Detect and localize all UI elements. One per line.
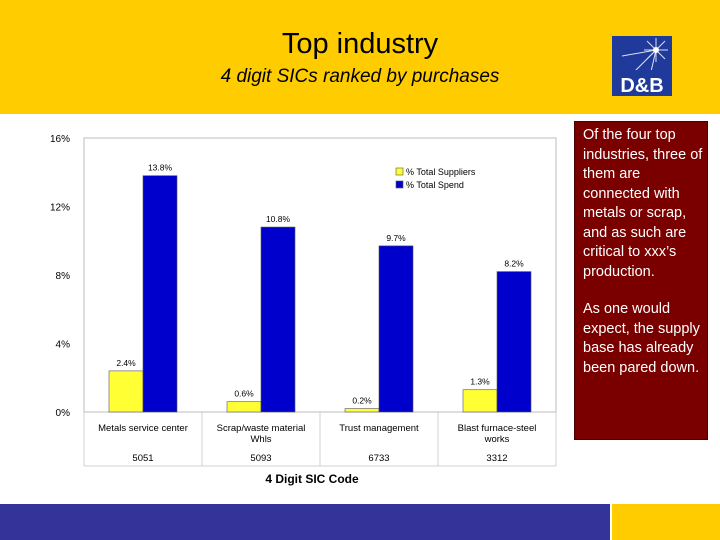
sic-code-label: 5051: [132, 453, 153, 464]
bar-suppliers: [344, 408, 380, 413]
logo-text: D&B: [620, 75, 663, 96]
bar-chart: 0% 4% 8% 12% 16% 2.4% 13.8% Metals service cent…: [50, 134, 557, 486]
x-tick-label: Blast furnace-steel: [458, 423, 537, 434]
data-label: 1.3%: [470, 377, 490, 387]
data-label: 0.6%: [234, 389, 254, 399]
page-title: Top industry: [281, 28, 439, 60]
sic-code-label: 5093: [250, 453, 271, 464]
data-label: 13.8%: [148, 163, 173, 173]
bar-spend: [378, 245, 414, 413]
legend-swatch: [395, 167, 404, 176]
y-tick-label: 4%: [56, 340, 71, 351]
sic-code-label: 3312: [486, 453, 507, 464]
bar-spend: [142, 175, 178, 413]
commentary-panel: Of the four top industries, three of the…: [574, 121, 708, 440]
y-tick-label: 0%: [56, 408, 71, 419]
footer-bar-accent: [612, 504, 720, 540]
sic-code-label: 6733: [368, 453, 389, 464]
legend-label: % Total Spend: [406, 180, 464, 190]
footer-bar-main: [0, 504, 610, 540]
bar-suppliers: [226, 401, 262, 413]
bar-spend: [260, 226, 296, 413]
legend-label: % Total Suppliers: [406, 167, 476, 177]
x-tick-label: Scrap/waste material: [217, 423, 306, 434]
commentary-paragraph-2: As one would expect, the supply base has…: [583, 301, 700, 376]
data-label: 2.4%: [116, 358, 136, 368]
footer-bar: [0, 504, 720, 540]
x-tick-label: works: [484, 434, 510, 445]
dnb-logo: D&B: [612, 36, 672, 96]
header-banner: Top industry 4 digit SICs ranked by purc…: [0, 0, 720, 114]
bar-spend: [496, 271, 532, 413]
bar-suppliers: [462, 389, 498, 413]
data-label: 0.2%: [352, 396, 372, 406]
x-tick-label: Whls: [250, 434, 271, 445]
legend-swatch: [395, 180, 404, 189]
y-tick-label: 12%: [50, 203, 70, 214]
y-tick-label: 8%: [56, 271, 71, 282]
x-tick-label: Trust management: [339, 423, 419, 434]
data-label: 10.8%: [266, 214, 291, 224]
y-tick-label: 16%: [50, 134, 70, 145]
data-label: 9.7%: [386, 233, 406, 243]
data-label: 8.2%: [504, 259, 524, 269]
page-subtitle: 4 digit SICs ranked by purchases: [220, 66, 500, 87]
bar-suppliers: [108, 370, 144, 413]
x-axis-title: 4 Digit SIC Code: [265, 472, 359, 486]
x-tick-label: Metals service center: [98, 423, 188, 434]
commentary-paragraph-1: Of the four top industries, three of the…: [583, 127, 703, 280]
